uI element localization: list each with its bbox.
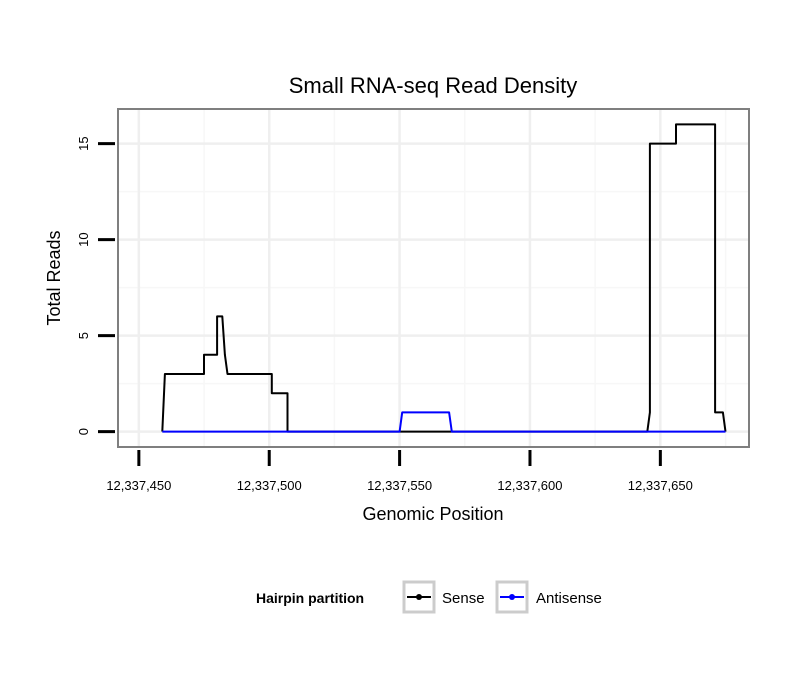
legend-label-sense: Sense xyxy=(442,590,485,607)
y-tick-label: 10 xyxy=(76,232,91,246)
series-line-sense xyxy=(161,123,727,433)
legend-marker-sense xyxy=(416,594,422,600)
series-line-antisense xyxy=(162,411,726,433)
y-axis-title: Total Reads xyxy=(44,230,64,325)
x-tick-label: 12,337,450 xyxy=(106,478,171,493)
y-tick-label: 15 xyxy=(76,136,91,150)
legend-label-antisense: Antisense xyxy=(536,590,602,607)
x-axis: 12,337,450 12,337,500 12,337,550 12,337,600… xyxy=(106,450,693,493)
x-tick-label: 12,337,650 xyxy=(628,478,693,493)
x-axis-title: Genomic Position xyxy=(362,504,503,524)
x-tick-label: 12,337,600 xyxy=(497,478,562,493)
legend-entry-antisense: Antisense xyxy=(495,580,602,614)
y-axis: 0 5 10 15 xyxy=(76,136,115,435)
legend: Hairpin partition Sense Antisense xyxy=(256,580,602,614)
plot-border xyxy=(117,108,750,448)
series-layer xyxy=(161,123,727,433)
legend-entry-sense: Sense xyxy=(402,580,485,614)
legend-marker-antisense xyxy=(509,594,515,600)
chart-title: Small RNA-seq Read Density xyxy=(289,73,578,98)
plot-panel xyxy=(118,109,749,447)
y-tick-label: 5 xyxy=(76,332,91,339)
x-tick-label: 12,337,550 xyxy=(367,478,432,493)
y-tick-label: 0 xyxy=(76,428,91,435)
x-tick-label: 12,337,500 xyxy=(237,478,302,493)
legend-title: Hairpin partition xyxy=(256,590,364,606)
